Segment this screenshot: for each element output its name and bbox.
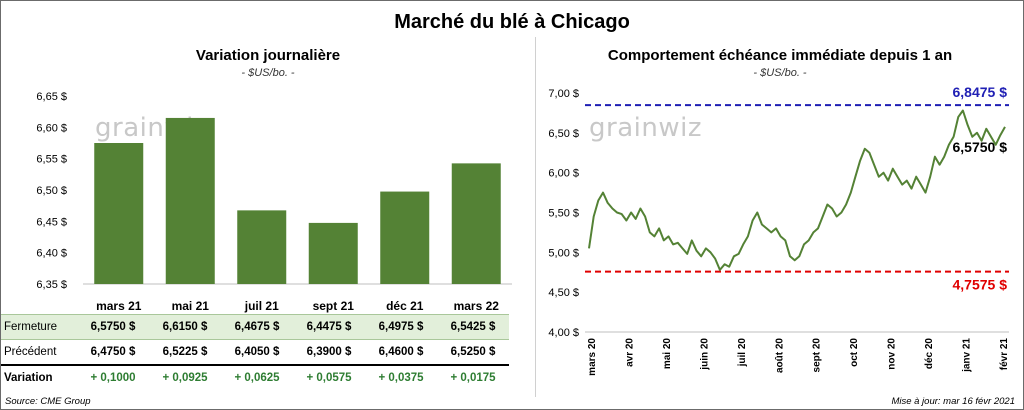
table-cell: + 0,1000 [77, 364, 149, 390]
line-x-tick-label: sept 20 [812, 338, 823, 373]
line-x-tick-label: déc 20 [924, 338, 935, 370]
bar-chart: 6,35 $ 6,40 $ 6,45 $ 6,50 $ 6,55 $ 6,60 $ 6,65… [36, 91, 512, 313]
source-note: Source: CME Group [5, 396, 91, 407]
table-row: Variation + 0,1000 + 0,0925 + 0,0625 + 0,057… [1, 364, 509, 390]
line-y-tick-label: 6,00 $ [548, 168, 579, 180]
line-y-tick-label: 5,50 $ [548, 208, 579, 220]
bar-y-tick-label: 6,40 $ [36, 248, 67, 260]
table-cell: + 0,0625 [221, 364, 293, 390]
line-y-tick-label: 5,00 $ [548, 247, 579, 259]
table-cell: 6,4975 $ [365, 314, 437, 340]
min-reference-label: 4,7575 $ [953, 277, 1008, 293]
table-cell: + 0,0925 [149, 364, 221, 390]
page-title: Marché du blé à Chicago [394, 11, 630, 33]
line-x-axis: mars 20 avr 20 mai 20 juin 20 juil 20 août 20… [587, 338, 1010, 376]
line-y-tick-label: 4,00 $ [548, 327, 579, 339]
bar-mai-21 [165, 117, 215, 284]
line-y-axis: 4,00 $ 4,50 $ 5,00 $ 5,50 $ 6,00 $ 6,50 $ 7,00… [548, 88, 1009, 339]
line-x-tick-label: janv 21 [962, 338, 973, 373]
bar-y-tick-label: 6,50 $ [36, 185, 67, 197]
bar-series [94, 117, 501, 284]
left-panel-title: Variation journalière [195, 47, 341, 64]
bar-y-tick-label: 6,35 $ [36, 279, 67, 291]
row-label: Fermeture [1, 314, 77, 340]
bar-sept-21 [308, 222, 358, 284]
bar-y-tick-label: 6,65 $ [36, 91, 67, 103]
left-panel-unit: - $US/bo. - [241, 67, 295, 79]
line-chart: 4,00 $ 4,50 $ 5,00 $ 5,50 $ 6,00 $ 6,50 $ 7,00… [548, 84, 1010, 376]
bar-mars-22 [451, 163, 501, 284]
line-x-tick-label: oct 20 [849, 338, 860, 367]
right-watermark: grainwiz [589, 113, 702, 143]
table-cell: 6,4675 $ [221, 314, 293, 340]
line-x-tick-label: juil 20 [737, 338, 748, 368]
bar-x-tick-label: juil 21 [244, 299, 279, 313]
table-cell: 6,3900 $ [306, 346, 352, 358]
bar-mars-21 [94, 143, 144, 284]
line-y-tick-label: 6,50 $ [548, 128, 579, 140]
line-y-tick-label: 4,50 $ [548, 287, 579, 299]
line-series: 6,5750 $ [588, 109, 1008, 271]
bar-x-tick-label: sept 21 [313, 299, 355, 313]
line-x-tick-label: juin 20 [699, 338, 710, 371]
row-label: Variation [1, 364, 77, 390]
right-panel-title: Comportement échéance immédiate depuis 1… [607, 47, 953, 64]
line-y-tick-label: 7,00 $ [548, 88, 579, 100]
bar-x-tick-label: déc 21 [386, 299, 424, 313]
row-label: Précédent [4, 346, 57, 358]
table-cell: 6,5225 $ [162, 346, 208, 358]
bar-x-tick-label: mars 21 [96, 299, 142, 313]
reference-lines: 6,8475 $ 4,7575 $ [585, 84, 1009, 293]
line-x-tick-label: mai 20 [662, 338, 673, 370]
bar-juil-21 [237, 210, 287, 284]
line-x-tick-label: août 20 [774, 338, 785, 373]
bar-déc-21 [380, 191, 430, 284]
line-x-tick-label: févr 21 [999, 338, 1010, 371]
line-x-tick-label: mars 20 [587, 338, 598, 376]
table-cell: 6,4600 $ [378, 346, 424, 358]
table-cell: 6,6150 $ [149, 314, 221, 340]
table-cell: + 0,0375 [365, 364, 437, 390]
table-cell: 6,4050 $ [234, 346, 280, 358]
table-row: Fermeture 6,5750 $6,6150 $6,4675 $6,4475 … [1, 314, 509, 340]
line-x-tick-label: avr 20 [624, 338, 635, 367]
bar-x-tick-label: mars 22 [454, 299, 500, 313]
line-x-tick-label: nov 20 [887, 338, 898, 370]
bar-y-tick-label: 6,55 $ [36, 154, 67, 166]
bar-x-tick-label: mai 21 [172, 299, 210, 313]
table-cell: 6,5250 $ [450, 346, 496, 358]
table-cell: 6,4750 $ [90, 346, 136, 358]
table-cell: 6,5750 $ [77, 314, 149, 340]
last-value-label: 6,5750 $ [953, 139, 1008, 155]
bar-y-tick-label: 6,45 $ [36, 216, 67, 228]
updated-note: Mise à jour: mar 16 févr 2021 [891, 396, 1015, 407]
bar-y-axis: 6,35 $ 6,40 $ 6,45 $ 6,50 $ 6,55 $ 6,60 $ 6,65… [36, 91, 512, 291]
bar-y-tick-label: 6,60 $ [36, 122, 67, 134]
table-cell: + 0,0175 [437, 364, 509, 390]
table-cell: 6,5425 $ [437, 314, 509, 340]
table-cell: 6,4475 $ [293, 314, 365, 340]
table-cell: + 0,0575 [293, 364, 365, 390]
price-line [588, 109, 1006, 271]
bar-x-axis: mars 21 mai 21 juil 21 sept 21 déc 21 mars 22 [96, 299, 499, 313]
max-reference-label: 6,8475 $ [953, 84, 1008, 100]
panel-divider [535, 37, 536, 397]
right-panel-unit: - $US/bo. - [753, 67, 807, 79]
price-table: Fermeture 6,5750 $6,6150 $6,4675 $6,4475 … [1, 314, 509, 390]
table-row: Précédent 6,4750 $ 6,5225 $ 6,4050 $ 6,3900 … [1, 340, 509, 366]
